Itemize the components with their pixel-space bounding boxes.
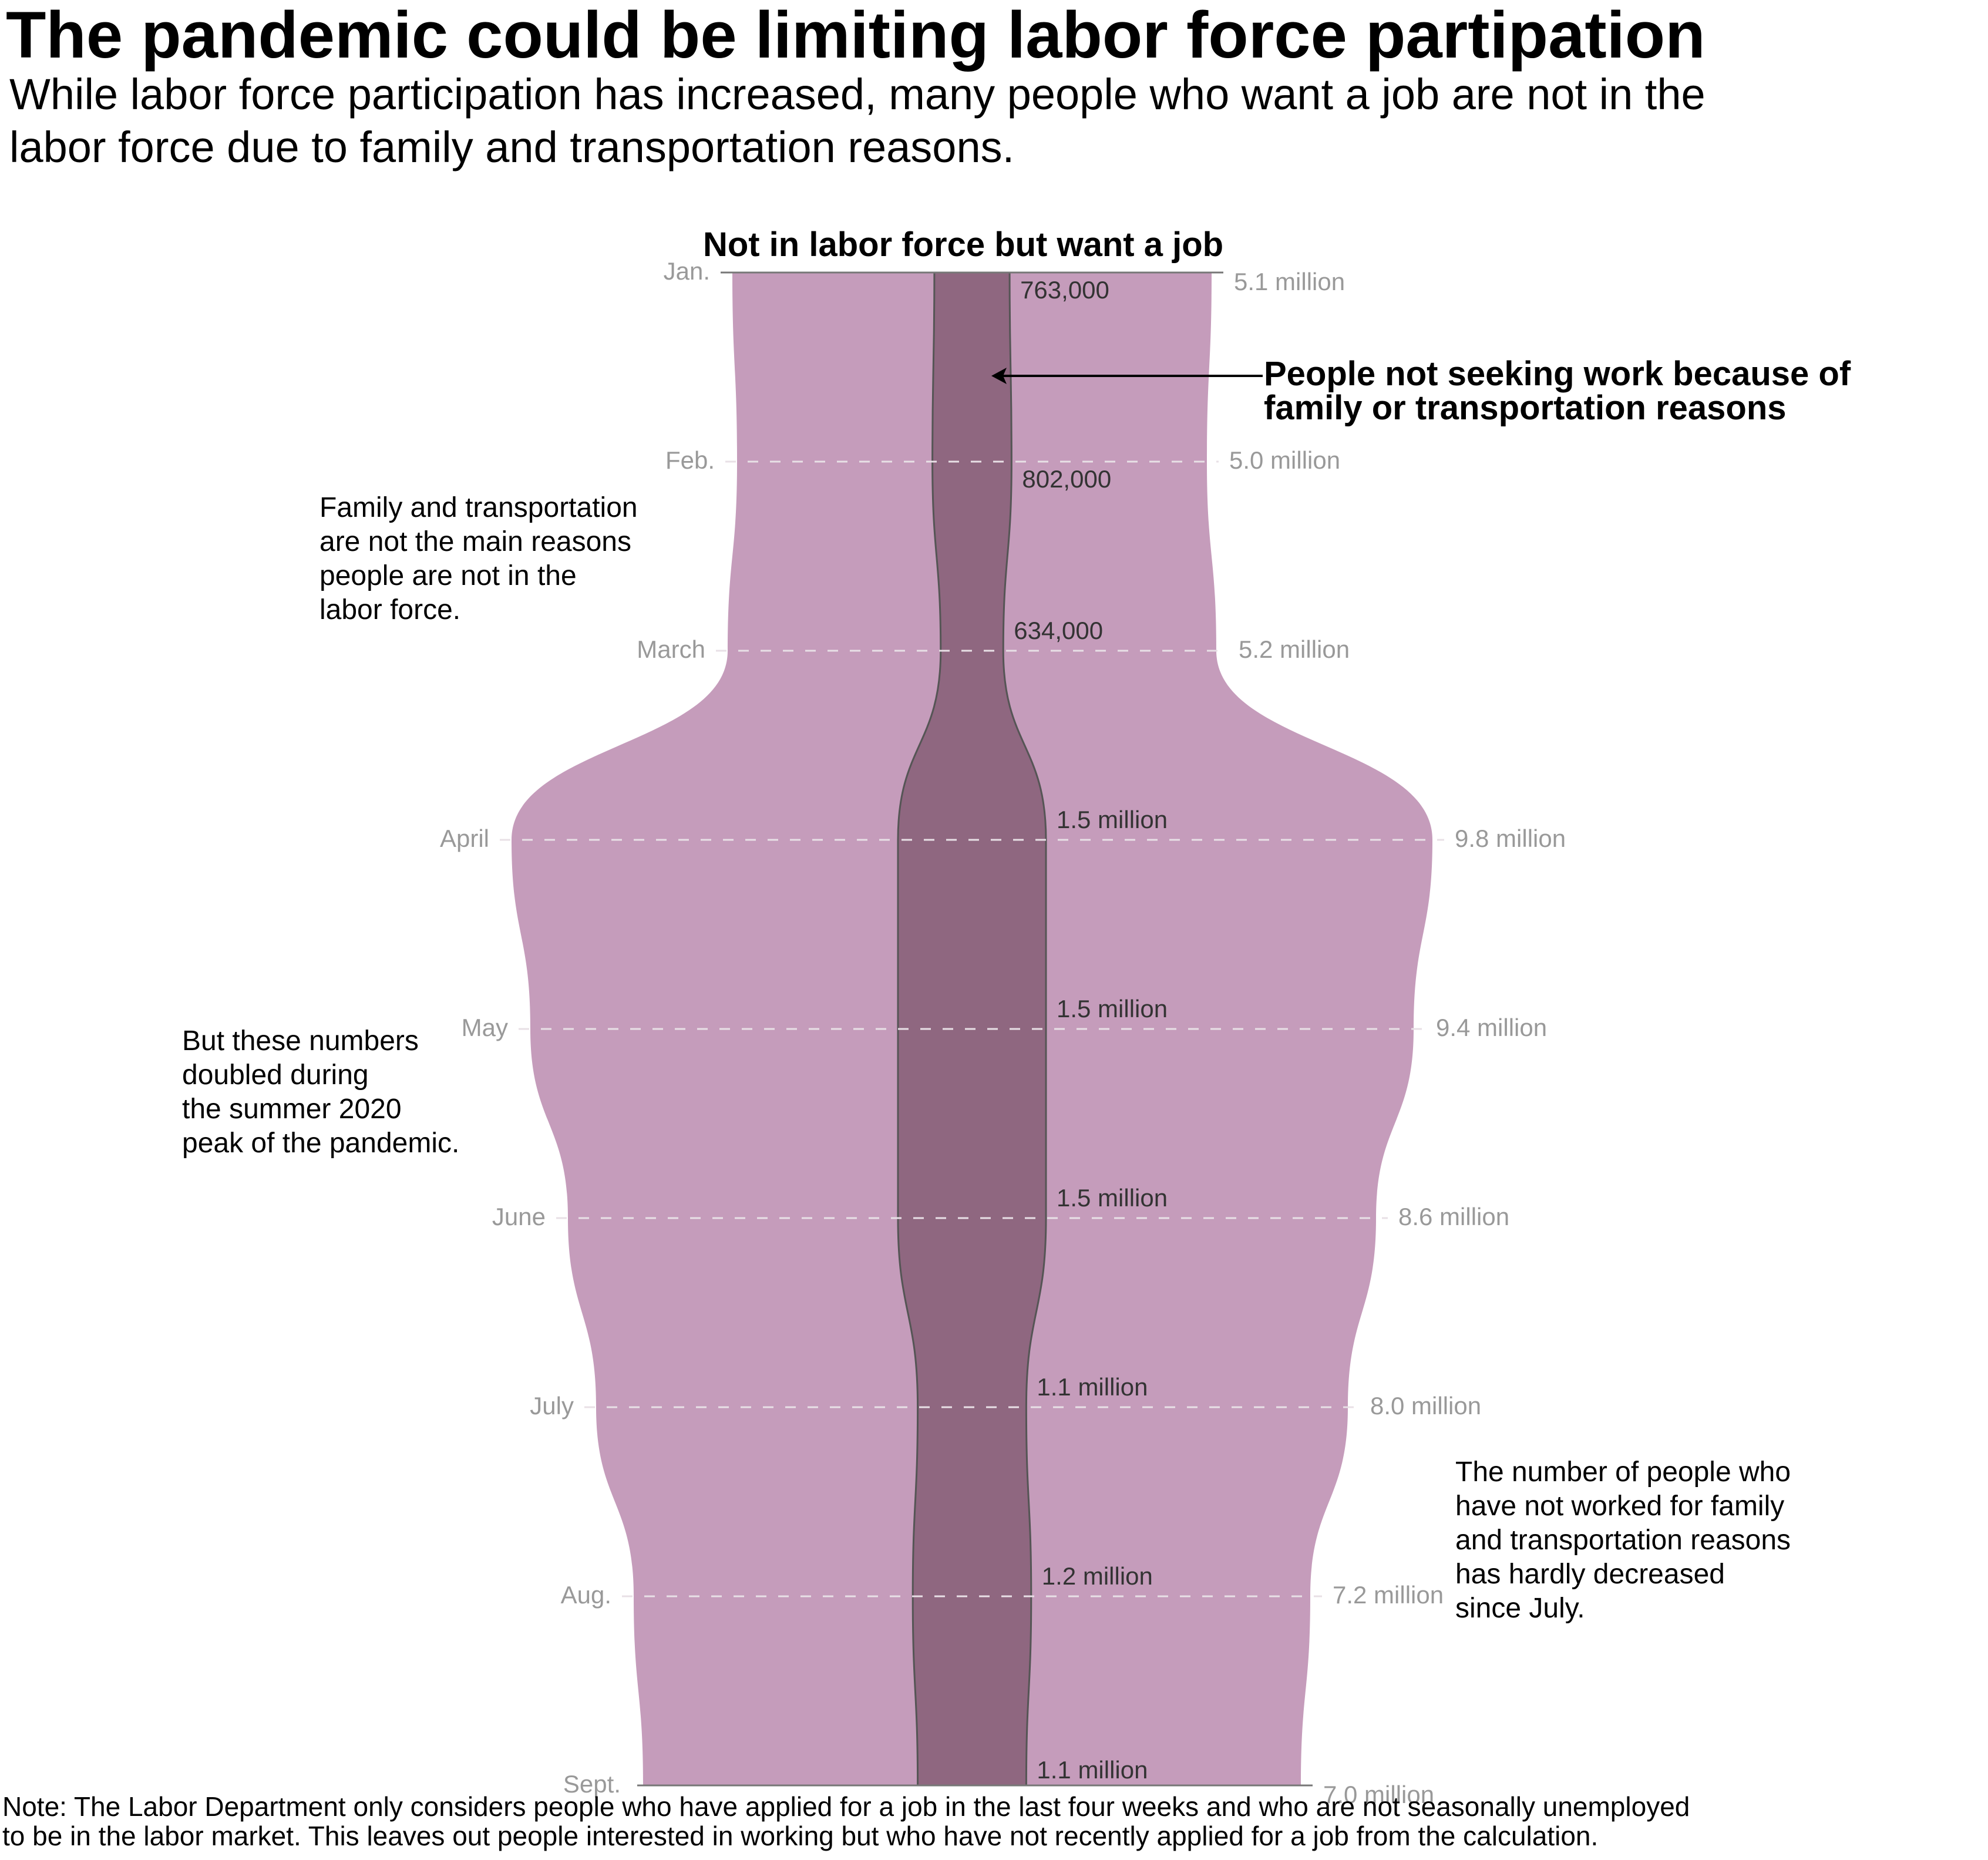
page-title: The pandemic could be limiting labor for… [6,0,1706,72]
month-tick-label: April [440,825,489,852]
annotation-top-left-line: labor force. [319,594,460,625]
callout-label-line: family or transportation reasons [1264,389,1787,427]
family-transport-value-label: 1.1 million [1037,1373,1148,1401]
annotation-middle-left-line: the summer 2020 [182,1094,402,1125]
callout-label-line: People not seeking work because of [1264,355,1851,393]
annotation-bottom-right-line: The number of people who [1455,1457,1791,1488]
annotation-top-left-line: are not the main reasons [319,526,631,557]
family-transport-value-label: 1.5 million [1057,806,1168,833]
subtitle-line: labor force due to family and transporta… [9,123,1014,171]
total-value-label: 8.0 million [1370,1392,1481,1420]
total-value-label: 7.0 million [1323,1781,1434,1808]
family-transport-value-label: 763,000 [1020,276,1109,304]
annotation-bottom-right-line: since July. [1455,1593,1585,1624]
month-tick-label: July [530,1392,574,1420]
family-transport-value-label: 802,000 [1022,465,1111,493]
annotation-bottom-right-line: have not worked for family [1455,1491,1784,1522]
annotation-bottom-right-line: has hardly decreased [1455,1559,1725,1590]
family-transport-value-label: 1.5 million [1057,1184,1168,1212]
family-transport-value-label: 1.5 million [1057,995,1168,1023]
family-transport-value-label: 634,000 [1014,617,1103,644]
total-value-label: 8.6 million [1398,1203,1509,1230]
month-tick-label: March [637,635,705,663]
total-value-label: 5.1 million [1234,268,1345,295]
subtitle-line: While labor force participation has incr… [9,70,1706,119]
month-tick-label: Sept. [563,1770,621,1798]
total-value-label: 9.4 million [1436,1014,1547,1041]
family-transport-value-label: 1.1 million [1037,1756,1148,1784]
labels-group: Jan. 5.1 million 763,000 Feb. 5.0 million 802… [440,257,1566,1808]
text-group: The pandemic could be limiting labor for… [2,0,1851,1851]
annotation-top-left-line: Family and transportation [319,492,638,523]
total-value-label: 5.2 million [1239,635,1350,663]
annotation-bottom-right-line: and transportation reasons [1455,1525,1791,1556]
month-tick-label: Feb. [665,446,715,474]
month-tick-label: May [462,1014,508,1041]
annotation-middle-left-line: But these numbers [182,1025,419,1057]
family-transport-value-label: 1.2 million [1042,1562,1153,1590]
annotation-middle-left-line: doubled during [182,1060,369,1091]
month-tick-label: Jan. [664,257,710,285]
footnote-line: Note: The Labor Department only consider… [2,1791,1690,1822]
annotation-middle-left-line: peak of the pandemic. [182,1128,459,1159]
chart-title: Not in labor force but want a job [703,226,1223,264]
footnote-line: to be in the labor market. This leaves o… [2,1821,1598,1851]
month-tick-label: June [492,1203,546,1230]
total-value-label: 5.0 million [1229,446,1340,474]
month-tick-label: Aug. [561,1581,611,1609]
total-value-label: 9.8 million [1455,825,1566,852]
annotation-top-left-line: people are not in the [319,560,577,591]
callout-arrowhead [991,368,1007,384]
gridlines-group [500,271,1444,1787]
total-value-label: 7.2 million [1333,1581,1444,1609]
